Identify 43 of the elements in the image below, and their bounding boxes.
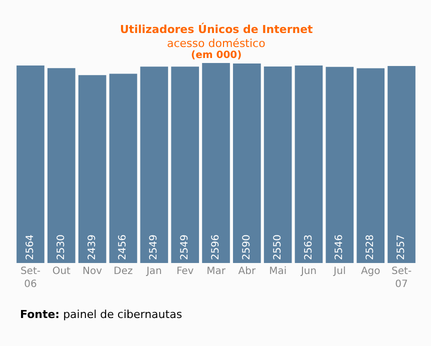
- text: (em 000): [191, 50, 242, 61]
- data-label: 2563: [303, 234, 314, 260]
- x-tick-label: Jun: [300, 266, 317, 277]
- data-label: 2590: [241, 234, 252, 260]
- bar: [264, 66, 292, 263]
- bar: [78, 75, 106, 263]
- data-label: 2549: [148, 234, 160, 260]
- bar: [388, 66, 416, 263]
- x-tick-label: Dez: [114, 266, 133, 277]
- chart-title: Utilizadores Únicos de Internet: [120, 22, 313, 36]
- x-tick-label: Jan: [145, 266, 162, 277]
- bar: [326, 66, 354, 263]
- source-note: Fonte: painel de cibernautas: [20, 308, 182, 321]
- bar: [140, 66, 168, 263]
- x-tick-label: Mar: [206, 266, 226, 277]
- bar: [109, 74, 138, 263]
- bar: [294, 66, 323, 263]
- x-tick-label: Nov: [82, 266, 102, 277]
- chart-subtitle: acesso doméstico: [167, 37, 266, 50]
- data-label: 2557: [396, 234, 408, 260]
- data-label: 2439: [86, 234, 98, 260]
- bar: [16, 65, 44, 263]
- bar: [171, 66, 199, 263]
- x-tick-label: Set- 07: [392, 266, 412, 290]
- data-label: 2530: [56, 234, 67, 260]
- data-label: 2550: [272, 234, 284, 260]
- bar: [233, 63, 261, 263]
- x-tick-label: Mai: [269, 266, 287, 277]
- x-tick-label: Jul: [332, 266, 346, 277]
- bar: [47, 68, 76, 263]
- bar: [202, 63, 230, 263]
- data-label: 2528: [365, 234, 376, 260]
- x-tick-label: Set- 06: [20, 266, 41, 290]
- data-label: 2549: [180, 234, 191, 260]
- bar: [356, 68, 385, 263]
- x-tick-label: Abr: [238, 266, 256, 277]
- data-label: 2456: [118, 234, 129, 260]
- x-tick-label: Ago: [360, 266, 380, 277]
- data-label: 2564: [24, 234, 36, 260]
- data-label: 2596: [210, 234, 222, 260]
- x-tick-label: Out: [52, 266, 71, 277]
- x-tick-label: Fev: [176, 266, 194, 277]
- data-label: 2546: [334, 234, 346, 260]
